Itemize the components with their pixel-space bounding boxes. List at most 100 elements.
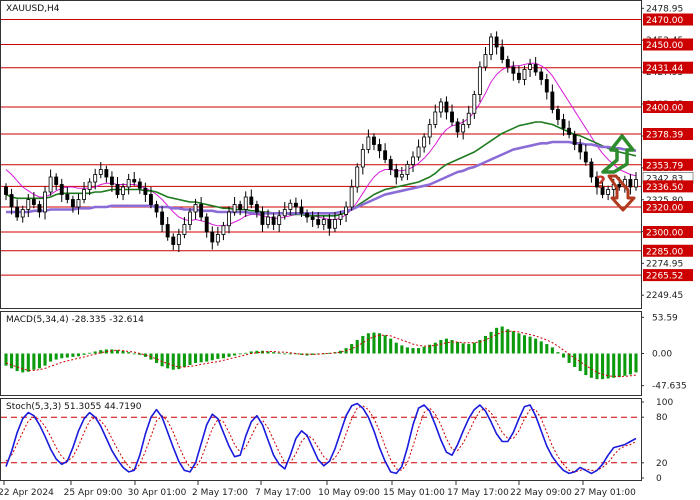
- candle-body: [115, 184, 120, 195]
- candle-body: [516, 72, 521, 80]
- candle-body: [327, 219, 332, 229]
- macd-axis: 53.59 0.00 -47.635: [641, 313, 687, 392]
- candle-body: [455, 121, 460, 133]
- macd-bar: [567, 353, 571, 363]
- stochastic-lines: [1, 402, 641, 475]
- time-tick-label: 22 May 09:00: [510, 488, 572, 498]
- macd-bar: [32, 353, 36, 370]
- macd-bar: [216, 353, 220, 359]
- candle-body: [160, 211, 165, 225]
- candle-body: [26, 199, 31, 210]
- macd-bar: [545, 344, 549, 354]
- time-tick-label: 17 May 17:00: [447, 488, 509, 498]
- candle-body: [461, 124, 466, 133]
- candle-body: [132, 179, 137, 183]
- level-label-bg: [643, 38, 693, 51]
- candle-body: [416, 146, 421, 158]
- candle-body: [121, 186, 126, 195]
- macd-bar: [4, 353, 8, 366]
- price-candles: [4, 31, 638, 252]
- candle-body: [227, 211, 231, 227]
- candle-body: [143, 187, 148, 195]
- macd-bar: [21, 353, 25, 373]
- candle-body: [37, 204, 42, 213]
- level-label: 2431.44: [646, 64, 683, 74]
- stoch-tick-label: 20: [656, 459, 668, 469]
- level-label-bg: [643, 226, 693, 238]
- macd-bar: [272, 352, 276, 354]
- candle-body: [634, 179, 638, 188]
- macd-bar: [483, 335, 488, 354]
- macd-bar: [288, 353, 292, 355]
- candle-body: [305, 212, 309, 218]
- macd-bar: [584, 353, 588, 376]
- price-panel-title: XAUUSD,H4: [6, 4, 60, 14]
- macd-bar: [221, 353, 225, 359]
- macd-bar: [550, 347, 554, 354]
- candle-body: [221, 225, 226, 235]
- macd-bar: [400, 345, 404, 354]
- macd-bar: [383, 335, 387, 354]
- time-tick-label: 25 Apr 09:00: [64, 488, 123, 498]
- macd-bar: [60, 353, 64, 359]
- candle-body: [149, 194, 153, 205]
- macd-bar: [623, 353, 627, 376]
- time-tick-label: 22 Apr 2024: [0, 488, 54, 498]
- macd-panel-title: MACD(5,34,4) -28.335 -32.614: [6, 315, 144, 325]
- candle-body: [606, 189, 611, 195]
- candle-body: [427, 124, 432, 138]
- macd-bar: [166, 353, 170, 369]
- candle-body: [249, 196, 254, 205]
- candle-body: [82, 189, 86, 200]
- macd-bar: [82, 353, 86, 355]
- macd-bar: [495, 327, 499, 354]
- candle-body: [199, 204, 204, 218]
- macd-bar: [177, 353, 181, 370]
- time-tick-label: 27 May 01:00: [574, 488, 636, 498]
- candle-body: [176, 234, 181, 245]
- level-label-bg: [643, 61, 693, 74]
- candle-body: [583, 151, 588, 163]
- macd-bar: [450, 340, 454, 354]
- resistance-support-levels: [1, 19, 641, 276]
- candle-body: [321, 219, 326, 225]
- candle-body: [372, 136, 376, 145]
- candle-body: [567, 127, 572, 135]
- candle-body: [210, 231, 215, 243]
- candle-body: [204, 216, 209, 233]
- candle-body: [316, 219, 321, 225]
- candle-body: [377, 144, 382, 152]
- candle-body: [98, 169, 103, 175]
- candle-body: [383, 150, 388, 160]
- level-label-bg: [643, 128, 693, 141]
- candle-body: [338, 214, 343, 220]
- macd-bar: [500, 326, 504, 354]
- candle-body: [171, 236, 176, 245]
- macd-bar: [127, 352, 131, 354]
- macd-signal-line: [5, 330, 637, 377]
- candle-body: [260, 211, 265, 225]
- ma-green-line: [5, 121, 637, 217]
- level-label: 2450.00: [646, 41, 683, 51]
- candle-body: [444, 101, 449, 113]
- candle-body: [477, 66, 482, 95]
- candle-body: [533, 64, 538, 73]
- macd-bar: [54, 353, 58, 360]
- candle-body: [87, 181, 92, 190]
- candle-body: [93, 174, 98, 183]
- stoch-tick-label: 100: [656, 398, 673, 408]
- candle-body: [522, 69, 527, 80]
- level-label-bg: [643, 101, 693, 113]
- candle-body: [355, 166, 360, 188]
- candle-body: [550, 91, 555, 110]
- candle-body: [54, 176, 59, 185]
- macd-bar: [467, 344, 471, 354]
- macd-bar: [595, 353, 599, 380]
- level-label-bg: [643, 180, 693, 193]
- level-label: 2265.52: [646, 272, 683, 282]
- level-label-bg: [643, 269, 693, 282]
- macd-bar: [556, 352, 560, 354]
- candle-body: [299, 206, 304, 214]
- arrow-up-icon: [601, 134, 635, 174]
- level-label: 2285.00: [646, 247, 683, 257]
